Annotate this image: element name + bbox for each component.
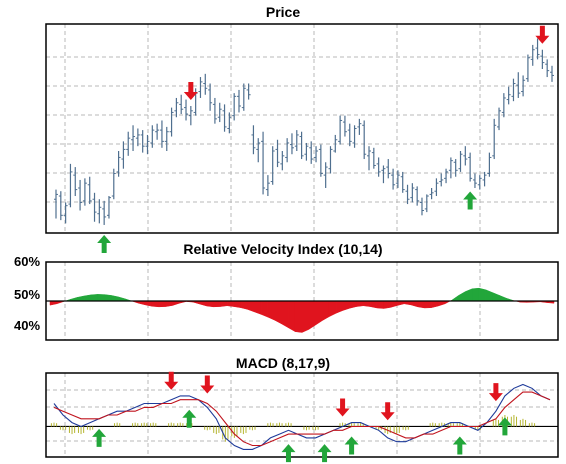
rvi-area-negative bbox=[206, 300, 214, 308]
macd-signal-line bbox=[53, 391, 551, 447]
rvi-area-negative bbox=[356, 300, 364, 307]
rvi-area-negative bbox=[226, 300, 235, 307]
rvi-area-negative bbox=[308, 300, 316, 330]
rvi-area-negative bbox=[288, 300, 296, 333]
rvi-area-negative bbox=[158, 300, 167, 308]
macd-buy-arrow bbox=[92, 428, 107, 447]
rvi-area-negative bbox=[151, 300, 160, 308]
macd-sell-arrow bbox=[488, 383, 503, 402]
price-buy-arrow bbox=[97, 234, 112, 253]
macd-buy-arrow bbox=[497, 417, 512, 436]
rvi-ytick-60: 60% bbox=[14, 254, 41, 269]
rvi-area-negative bbox=[240, 300, 248, 310]
rvi-area-positive bbox=[83, 294, 92, 302]
macd-sell-arrow bbox=[380, 402, 395, 421]
macd-sell-arrow bbox=[335, 398, 350, 417]
price-title: Price bbox=[265, 4, 301, 20]
rvi-area-positive bbox=[478, 287, 487, 302]
rvi-area-negative bbox=[213, 300, 221, 308]
rvi-area-negative bbox=[254, 300, 262, 315]
rvi-area-negative bbox=[417, 300, 425, 309]
rvi-area-positive bbox=[472, 287, 480, 302]
macd-buy-arrow bbox=[182, 409, 197, 428]
rvi-area-negative bbox=[274, 300, 282, 325]
rvi-ytick-40: 40% bbox=[14, 318, 41, 333]
macd-buy-arrow bbox=[281, 444, 296, 463]
macd-background bbox=[46, 373, 558, 457]
macd-sell-arrow bbox=[200, 375, 215, 394]
rvi-area-negative bbox=[260, 300, 269, 318]
macd-line bbox=[53, 383, 551, 450]
rvi-area-positive bbox=[97, 294, 105, 302]
rvi-area-positive bbox=[90, 294, 98, 302]
macd-buy-arrow bbox=[452, 436, 467, 455]
rvi-area-negative bbox=[233, 300, 241, 308]
macd-buy-arrow bbox=[317, 444, 332, 463]
rvi-area-negative bbox=[294, 300, 303, 333]
rvi-frame bbox=[45, 261, 559, 341]
rvi-area-negative bbox=[424, 300, 432, 309]
rvi-title: Relative Velocity Index (10,14) bbox=[183, 241, 383, 257]
price-frame bbox=[45, 23, 559, 234]
rvi-area-negative bbox=[315, 300, 323, 326]
rvi-area-negative bbox=[165, 300, 173, 307]
rvi-area-negative bbox=[376, 300, 384, 309]
macd-sell-arrow bbox=[164, 371, 179, 390]
rvi-area-negative bbox=[369, 300, 378, 309]
rvi-ytick-50: 50% bbox=[14, 287, 41, 302]
price-sell-arrow bbox=[183, 81, 198, 100]
rvi-area-negative bbox=[220, 300, 228, 307]
rvi-area-negative bbox=[301, 300, 310, 333]
rvi-area-negative bbox=[363, 300, 371, 307]
rvi-area-positive bbox=[104, 294, 112, 302]
rvi-area-negative bbox=[383, 300, 391, 309]
macd-buy-arrow bbox=[344, 436, 359, 455]
rvi-area-negative bbox=[267, 300, 276, 321]
macd-title: MACD (8,17,9) bbox=[235, 355, 331, 371]
price-buy-arrow bbox=[463, 191, 478, 210]
macd-frame bbox=[45, 372, 559, 458]
price-sell-arrow bbox=[535, 25, 550, 44]
rvi-area-negative bbox=[281, 300, 289, 329]
